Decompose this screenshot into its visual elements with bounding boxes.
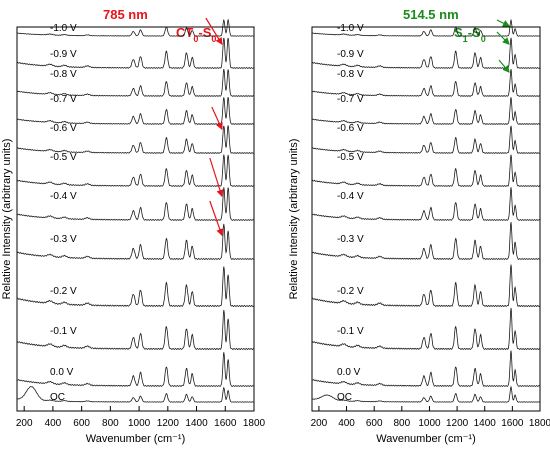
spectrum-trace [16, 125, 255, 154]
spectrum-trace [16, 187, 255, 221]
series-label: -0.6 V [337, 123, 364, 134]
spectrum-trace [311, 37, 541, 69]
series-label: -0.6 V [50, 123, 77, 134]
x-tick-label: 400 [45, 418, 62, 429]
peak-arrow [205, 17, 223, 46]
spectrum-trace [311, 307, 541, 350]
x-tick-label: 1000 [418, 418, 441, 429]
x-tick-label: 1600 [501, 418, 524, 429]
x-tick-label: 600 [73, 418, 90, 429]
series-label: 0.0 V [337, 367, 361, 378]
peak-annotation: CT0-S0 [176, 25, 216, 44]
spectrum-trace [16, 69, 255, 97]
series-label: -0.3 V [337, 234, 364, 245]
peak-arrow [496, 31, 510, 45]
series-label: -0.9 V [50, 49, 77, 60]
spectrum-trace [311, 97, 541, 125]
spectrum-trace [16, 18, 255, 37]
spectrum-trace [311, 125, 541, 154]
series-label: -0.3 V [50, 234, 77, 245]
series-label: -0.8 V [337, 69, 364, 80]
spectrum-trace [311, 350, 541, 387]
spectrum-trace [311, 18, 541, 37]
x-tick-label: 1400 [474, 418, 497, 429]
series-label: -0.4 V [50, 191, 77, 202]
series-label: -0.5 V [337, 152, 364, 163]
panel-title: 785 nm [103, 7, 148, 22]
series-label: -0.5 V [50, 152, 77, 163]
peak-arrow [209, 157, 224, 198]
y-axis-label: Relative Intensity (arbitrary units) [1, 139, 13, 300]
series-label: -0.2 V [337, 286, 364, 297]
x-tick-label: 800 [393, 418, 410, 429]
x-tick-label: 800 [102, 418, 119, 429]
spectrum-trace [16, 154, 254, 187]
panel-1: 200 400 600 800 1000 1200 1400 1600 1800 Wavenumb… [1, 7, 266, 445]
series-label: -0.4 V [337, 191, 364, 202]
series-label: -0.1 V [337, 326, 364, 337]
spectrum-trace [311, 221, 541, 260]
x-tick-label: 200 [311, 418, 328, 429]
spectrum-trace [16, 386, 255, 403]
series-label: -0.9 V [337, 49, 364, 60]
series-label: -0.7 V [337, 94, 364, 105]
y-axis-label: Relative Intensity (arbitrary units) [288, 139, 300, 300]
x-tick-label: 1400 [185, 418, 208, 429]
x-axis-label: Wavenumber (cm⁻¹) [86, 433, 186, 445]
x-tick-label: 1800 [243, 418, 266, 429]
x-tick-label: 1200 [157, 418, 180, 429]
plot-frame [311, 26, 541, 412]
panel-2: 200 400 600 800 1000 1200 1400 1600 1800 Wavenumb… [288, 7, 550, 445]
series-label: -1.0 V [337, 23, 364, 34]
x-tick-label: 1600 [214, 418, 237, 429]
peak-arrow [498, 59, 510, 73]
series-label: -0.1 V [50, 326, 77, 337]
peak-arrow [209, 200, 224, 237]
plot-frame [16, 26, 255, 412]
x-tick-label: 600 [366, 418, 383, 429]
panel-title: 514.5 nm [403, 7, 459, 22]
x-tick-label: 1000 [128, 418, 151, 429]
series-label: OC [50, 392, 65, 403]
spectrum-trace [311, 187, 541, 221]
spectrum-trace [16, 37, 255, 69]
spectrum-trace [16, 352, 255, 387]
spectrum-trace [16, 309, 255, 350]
series-label: 0.0 V [50, 367, 74, 378]
peak-arrow [496, 19, 511, 27]
x-tick-label: 200 [16, 418, 33, 429]
series-label: -0.8 V [50, 69, 77, 80]
spectrum-trace [16, 266, 255, 308]
spectrum-trace [311, 69, 541, 97]
spectrum-trace [311, 154, 540, 187]
spectrum-trace [311, 264, 541, 308]
series-label: -1.0 V [50, 23, 77, 34]
x-tick-label: 1200 [446, 418, 469, 429]
peak-annotation: S1-S0 [454, 25, 486, 44]
series-label: -0.2 V [50, 286, 77, 297]
spectrum-trace [16, 97, 255, 125]
series-label: -0.7 V [50, 94, 77, 105]
spectrum-trace [311, 385, 541, 403]
x-axis-label: Wavenumber (cm⁻¹) [376, 433, 476, 445]
x-tick-label: 400 [338, 418, 355, 429]
peak-arrow [211, 106, 223, 131]
x-tick-label: 1800 [529, 418, 550, 429]
series-label: OC [337, 392, 352, 403]
spectrum-trace [16, 223, 255, 260]
